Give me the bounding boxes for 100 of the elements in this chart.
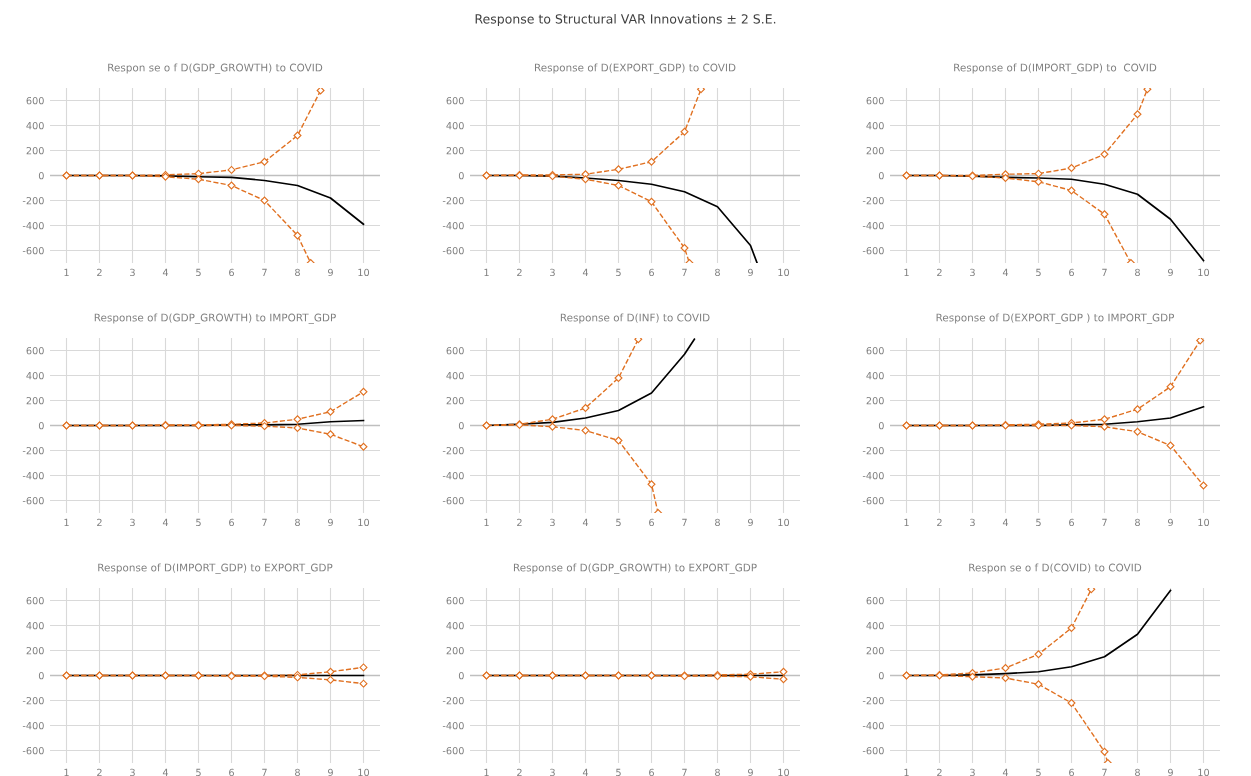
x-tick-label: 1: [904, 268, 909, 276]
y-tick-label: 0: [38, 671, 44, 680]
x-tick-label: 6: [1069, 768, 1074, 776]
y-tick-label: 400: [446, 121, 464, 130]
x-tick-label: 5: [1036, 768, 1041, 776]
x-tick-label: 3: [130, 268, 135, 277]
x-tick-label: 8: [715, 768, 720, 776]
chart-title: Response of D(EXPORT_GDP) to COVID: [535, 63, 736, 74]
x-tick-label: 8: [1135, 518, 1140, 527]
x-tick-label: 8: [1135, 268, 1140, 277]
x-tick-label: 7: [682, 768, 687, 776]
x-tick-label: 7: [1102, 268, 1107, 276]
x-tick-label: 2: [97, 768, 102, 776]
x-tick-label: 1: [64, 518, 69, 526]
x-tick-label: 7: [682, 268, 687, 276]
x-tick-label: 8: [715, 518, 720, 527]
x-tick-label: 6: [1069, 268, 1074, 277]
y-tick-label: 400: [26, 621, 44, 630]
y-tick-label: 400: [26, 371, 44, 380]
x-tick-label: 1: [484, 268, 489, 276]
y-tick-label: -200: [862, 446, 884, 455]
x-tick-label: 10: [778, 268, 790, 277]
y-tick-label: -600: [442, 496, 464, 505]
x-tick-label: 5: [616, 768, 621, 776]
x-tick-label: 5: [616, 268, 621, 277]
x-tick-label: 5: [1036, 268, 1041, 277]
x-tick-label: 9: [748, 768, 753, 776]
y-tick-label: 400: [866, 371, 884, 380]
x-tick-label: 4: [582, 768, 589, 776]
x-tick-label: 4: [162, 768, 169, 776]
x-tick-label: 6: [649, 268, 654, 277]
x-tick-label: 3: [550, 518, 555, 527]
y-tick-label: 600: [866, 96, 884, 105]
y-tick-label: -400: [862, 721, 884, 730]
y-tick-label: -600: [862, 246, 884, 255]
y-tick-label: 200: [446, 396, 464, 405]
y-tick-label: 200: [26, 146, 44, 155]
x-tick-label: 4: [162, 268, 169, 276]
x-tick-label: 7: [262, 768, 267, 776]
y-tick-label: -200: [442, 696, 464, 705]
x-tick-label: 8: [715, 268, 720, 277]
y-tick-label: 600: [446, 96, 464, 105]
x-tick-label: 5: [196, 518, 201, 527]
x-tick-label: 4: [1002, 268, 1009, 276]
y-tick-label: 0: [878, 171, 884, 180]
x-tick-label: 4: [162, 518, 169, 526]
y-tick-label: 0: [878, 671, 884, 680]
y-tick-label: 0: [458, 671, 464, 680]
x-tick-label: 10: [778, 518, 790, 527]
chart-title: Response of D(IMPORT_GDP) to COVID: [954, 63, 1157, 74]
x-tick-label: 3: [970, 768, 975, 776]
x-tick-label: 5: [196, 768, 201, 776]
x-tick-label: 3: [550, 268, 555, 277]
x-tick-label: 2: [937, 268, 942, 276]
x-tick-label: 7: [1102, 518, 1107, 526]
text: Response to Structural VAR Innovations ± 2 S.E.: [475, 13, 776, 27]
y-tick-label: -200: [442, 446, 464, 455]
x-tick-label: 7: [262, 268, 267, 276]
x-tick-label: 7: [262, 518, 267, 526]
y-tick-label: -200: [22, 696, 44, 705]
y-tick-label: -400: [22, 471, 44, 480]
y-tick-label: -200: [22, 446, 44, 455]
y-tick-label: -400: [862, 221, 884, 230]
x-tick-label: 6: [229, 518, 234, 527]
y-tick-label: 200: [866, 146, 884, 155]
x-tick-label: 5: [616, 518, 621, 527]
y-tick-label: -400: [442, 221, 464, 230]
x-tick-label: 1: [484, 518, 489, 526]
chart-title: Response of D(GDP_GROWTH) to IMPORT_GDP: [94, 313, 336, 324]
x-tick-label: 2: [97, 268, 102, 276]
y-tick-label: 0: [38, 171, 44, 180]
x-tick-label: 2: [937, 768, 942, 776]
y-tick-label: 400: [26, 121, 44, 130]
x-tick-label: 8: [295, 268, 300, 277]
x-tick-label: 6: [229, 768, 234, 776]
y-tick-label: 0: [458, 171, 464, 180]
y-tick-label: -400: [442, 471, 464, 480]
x-tick-label: 5: [1036, 518, 1041, 527]
x-tick-label: 1: [64, 268, 69, 276]
chart-title: Response of D(GDP_GROWTH) to EXPORT_GDP: [513, 563, 757, 574]
x-tick-label: 1: [904, 768, 909, 776]
x-tick-label: 9: [1168, 518, 1173, 527]
y-tick-label: 600: [866, 346, 884, 355]
x-tick-label: 9: [748, 518, 753, 527]
x-tick-label: 2: [937, 518, 942, 526]
x-tick-label: 4: [582, 268, 589, 276]
x-tick-label: 9: [748, 268, 753, 277]
x-tick-label: 10: [358, 268, 370, 277]
x-tick-label: 5: [196, 268, 201, 277]
y-tick-label: -200: [22, 196, 44, 205]
y-tick-label: 0: [458, 421, 464, 430]
x-tick-label: 10: [1198, 768, 1210, 776]
x-tick-label: 3: [970, 268, 975, 277]
y-tick-label: -400: [22, 221, 44, 230]
x-tick-label: 3: [970, 518, 975, 527]
x-tick-label: 3: [550, 768, 555, 776]
x-tick-label: 3: [130, 768, 135, 776]
x-tick-label: 7: [1102, 768, 1107, 776]
y-tick-label: 600: [26, 596, 44, 605]
y-tick-label: -600: [862, 496, 884, 505]
